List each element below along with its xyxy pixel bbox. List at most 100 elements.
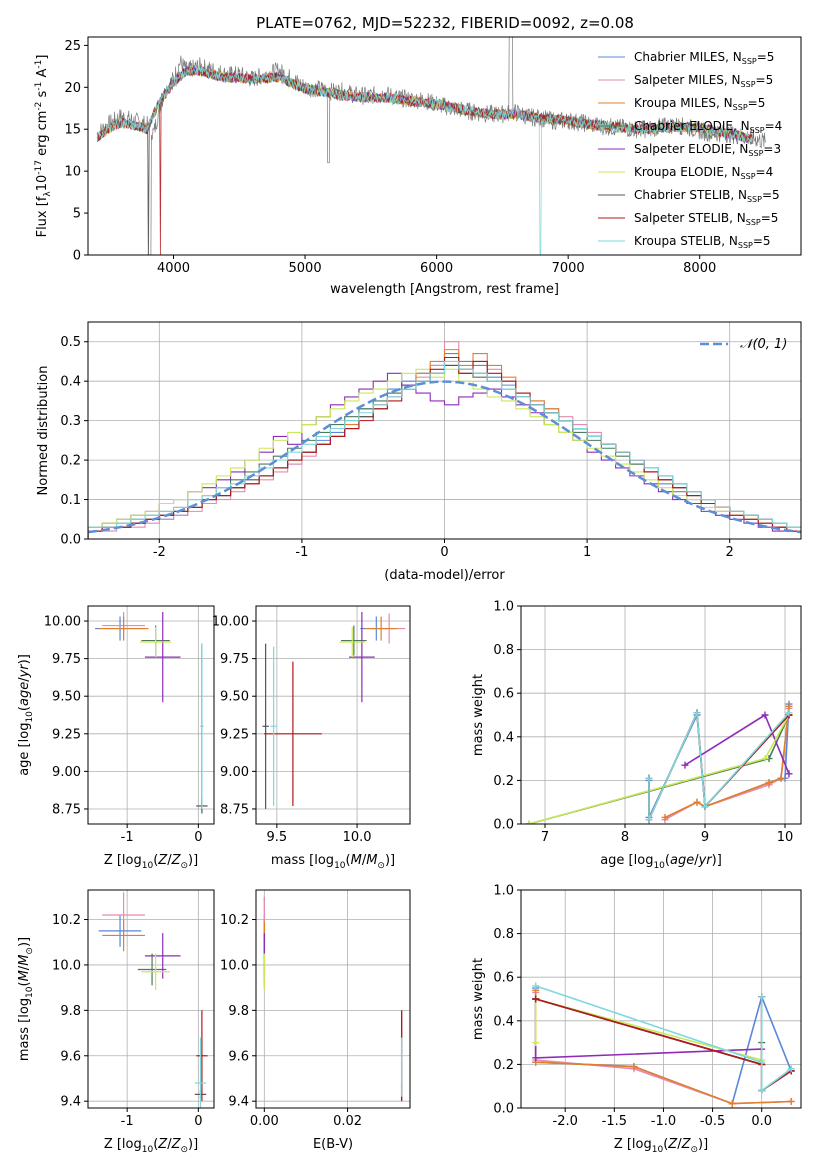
y-tick-label: 9.4 xyxy=(228,1095,249,1110)
y-axis-label: age [log10(age/yr)] xyxy=(17,654,35,776)
label-part: erg cm xyxy=(35,111,50,160)
y-axis-label: Normed distribution xyxy=(36,366,51,496)
y-tick-label: 9.8 xyxy=(228,1004,249,1019)
label-part: Z xyxy=(157,1137,168,1152)
y-tick-label: 10.00 xyxy=(212,615,249,630)
label-part: age [log xyxy=(600,853,653,868)
x-axis-label: Z [log10(Z/Z⊙)] xyxy=(614,1137,708,1155)
series-marker-kroupa-elodie xyxy=(525,820,533,824)
series-marker-kroupa-stelib xyxy=(693,709,701,717)
label-part: =4 xyxy=(765,119,783,133)
y-tick-label: 0.5 xyxy=(60,335,81,350)
label-part: ( xyxy=(17,981,32,986)
label-part: M xyxy=(17,970,32,981)
mass-vs-metallicity-panel: -1 09.49.69.810.010.2Z [log10(Z/Z⊙)]mass … xyxy=(17,889,215,1155)
label-part: 10 xyxy=(334,861,346,871)
x-tick-label: -0.5 xyxy=(700,1114,725,1129)
y-axis-label: Flux [fλ10-17 erg cm-2 s-1 A-1] xyxy=(34,55,53,238)
y-tick-label: 9.6 xyxy=(228,1049,249,1064)
x-tick-label: 2 xyxy=(726,545,734,560)
label-part: 10 xyxy=(25,711,35,723)
axes-frame xyxy=(87,889,215,1109)
y-tick-label: 10.0 xyxy=(220,958,249,973)
plot-area xyxy=(263,896,403,1102)
legend-label-kroupa-stelib: Kroupa STELIB, NSSP=5 xyxy=(634,234,771,250)
label-part: mass [log xyxy=(17,998,32,1061)
y-tick-label: 0.8 xyxy=(493,643,514,658)
axes-frame xyxy=(87,36,802,256)
y-tick-label: 0.4 xyxy=(493,730,514,745)
label-part: Z xyxy=(681,1137,692,1152)
label-part: -2 xyxy=(34,102,44,111)
label-part: SSP xyxy=(747,195,762,204)
y-tick-label: 9.00 xyxy=(52,765,81,780)
label-part: =5 xyxy=(753,234,771,248)
series-marker-kroupa-elodie xyxy=(761,755,769,763)
x-tick-label: -1 xyxy=(121,830,134,845)
x-tick-label: -2 xyxy=(153,545,166,560)
y-tick-label: 9.00 xyxy=(220,765,249,780)
y-tick-label: 10.2 xyxy=(52,913,81,928)
label-part: yr xyxy=(698,853,714,868)
label-part: Z xyxy=(171,1137,182,1152)
series-marker-kroupa-stelib xyxy=(532,982,540,990)
label-part: -1 xyxy=(34,60,44,69)
model-spectrum-kroupa-stelib xyxy=(96,64,753,255)
y-tick-label: 8.75 xyxy=(52,802,81,817)
label-part: age [log xyxy=(17,723,32,776)
label-part: M xyxy=(17,955,32,966)
y-tick-label: 9.75 xyxy=(220,652,249,667)
x-tick-label: -1.0 xyxy=(651,1114,676,1129)
label-part: )] xyxy=(188,1137,198,1152)
label-part: SSP xyxy=(748,149,763,158)
label-part: ] xyxy=(35,55,50,60)
label-part: ⊙ xyxy=(25,947,35,955)
y-tick-label: 1.0 xyxy=(493,600,514,615)
label-part: ( xyxy=(153,853,158,868)
y-tick-label: 0.6 xyxy=(493,971,514,986)
series-marker-kroupa-miles xyxy=(661,813,669,821)
label-part: SSP xyxy=(746,218,761,227)
label-part: Salpeter MILES, N xyxy=(634,73,741,87)
label-part: M xyxy=(351,853,362,868)
axes-frame xyxy=(520,605,802,825)
y-tick-label: 0.2 xyxy=(493,1058,514,1073)
label-part: age xyxy=(670,853,694,868)
plot-area xyxy=(532,982,795,1108)
label-part: / xyxy=(694,853,699,868)
y-tick-label: 9.25 xyxy=(52,727,81,742)
gaussian-reference-line xyxy=(88,380,801,534)
axes-frame xyxy=(255,889,411,1109)
label-part: A xyxy=(35,69,50,82)
label-part: Z [log xyxy=(614,1137,652,1152)
y-tick-label: 0.3 xyxy=(60,414,81,429)
label-part: 10 xyxy=(653,861,665,871)
label-part: =5 xyxy=(762,188,780,202)
y-axis-label: mass weight xyxy=(471,674,486,756)
x-axis-label: (data-model)/error xyxy=(384,568,505,583)
x-tick-label: 6000 xyxy=(420,261,453,276)
label-part: ⊙ xyxy=(377,861,385,871)
series-marker-salpeter-elodie xyxy=(532,1054,540,1062)
y-tick-label: 0.1 xyxy=(60,493,81,508)
y-tick-label: 0.2 xyxy=(493,774,514,789)
x-tick-label: 0.0 xyxy=(751,1114,772,1129)
label-part: Salpeter STELIB, N xyxy=(634,211,746,225)
x-axis-label: age [log10(age/yr)] xyxy=(600,853,722,871)
label-part: )] xyxy=(698,1137,708,1152)
x-tick-label: 7 xyxy=(541,830,549,845)
legend-label-gaussian: 𝒩(0, 1) xyxy=(740,337,787,352)
legend-label-salpeter-stelib: Salpeter STELIB, NSSP=5 xyxy=(634,211,778,227)
series-marker-kroupa-stelib xyxy=(645,774,653,782)
label-part: ( xyxy=(346,853,351,868)
label-part: SSP xyxy=(741,80,756,89)
legend-label-salpeter-miles: Salpeter MILES, NSSP=5 xyxy=(634,73,773,89)
label-part: Kroupa ELODIE, N xyxy=(634,165,741,179)
histogram-kroupa-stelib xyxy=(88,360,801,539)
plot-area xyxy=(88,341,801,539)
y-tick-label: 10.0 xyxy=(52,958,81,973)
label-part: Z [log xyxy=(104,853,142,868)
